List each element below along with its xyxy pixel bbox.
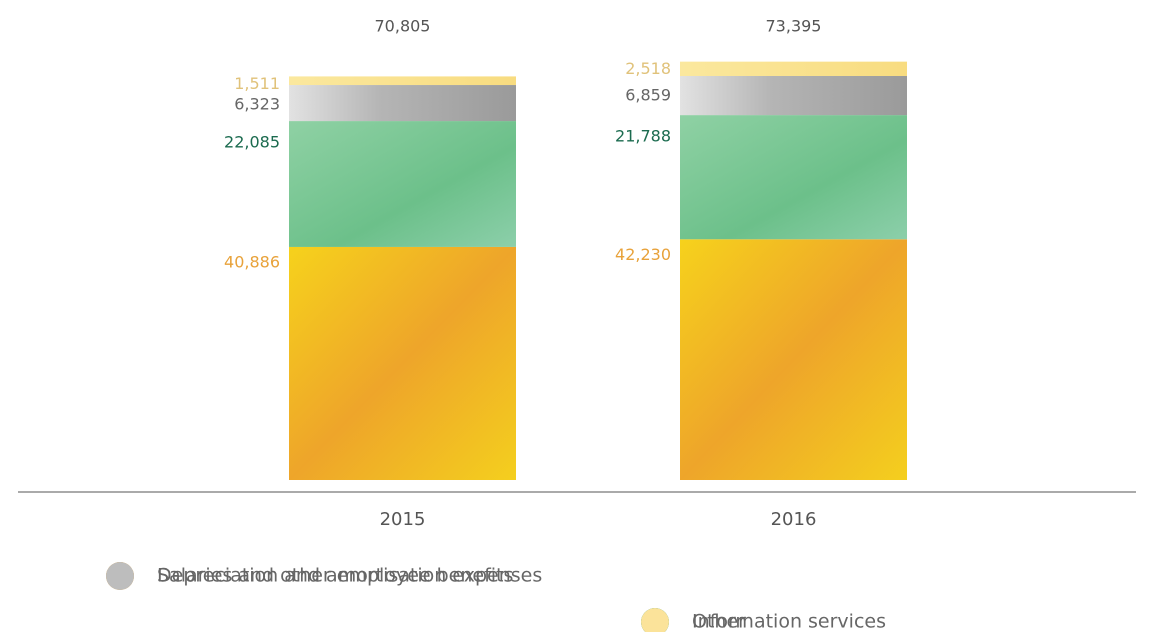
value-label: 40,886 (224, 252, 280, 271)
value-label: 6,859 (625, 86, 671, 105)
total-label: 70,805 (375, 17, 431, 36)
value-label: 42,230 (615, 245, 671, 264)
bar-segment (289, 76, 516, 85)
bar-segment (289, 247, 516, 480)
x-tick-label: 2015 (380, 509, 426, 530)
value-label: 21,788 (615, 127, 671, 146)
bar-segment (680, 239, 907, 480)
bar-segment (680, 62, 907, 76)
bar-segment (680, 115, 907, 239)
bar-segment (289, 121, 516, 247)
value-label: 22,085 (224, 133, 280, 152)
x-tick-label: 2016 (771, 509, 817, 530)
legend-label: Information services (692, 611, 886, 632)
legend-swatch (641, 608, 669, 632)
value-label: 6,323 (234, 95, 280, 114)
bar-segment (680, 76, 907, 115)
chart: 40,886 22,085 6,323 1,511 70,805 2015 42,230 21… (0, 0, 1154, 632)
total-label: 73,395 (766, 17, 822, 36)
bar-segment (289, 85, 516, 121)
legend-label: Depreciation and amortisation expenses (157, 565, 542, 587)
value-label: 1,511 (234, 74, 280, 93)
legend-swatch (106, 562, 134, 590)
value-label: 2,518 (625, 59, 671, 78)
